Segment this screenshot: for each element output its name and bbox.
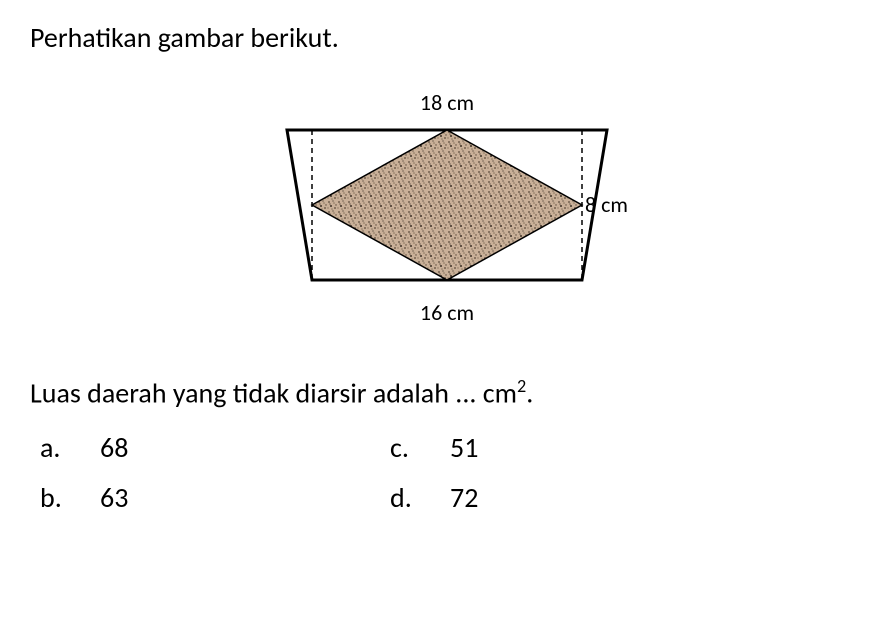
option-c-value: 51 bbox=[450, 430, 478, 465]
geometry-diagram: 18 cm 8 cm 16 cm bbox=[207, 70, 687, 360]
option-d-letter: d. bbox=[390, 480, 420, 515]
option-c-letter: c. bbox=[390, 430, 420, 465]
option-d: d. 72 bbox=[390, 480, 740, 515]
question-text: Luas daerah yang tidak diarsir adalah ..… bbox=[30, 375, 864, 410]
option-b-value: 63 bbox=[100, 480, 128, 515]
option-b: b. 63 bbox=[40, 480, 390, 515]
option-a-value: 68 bbox=[100, 430, 128, 465]
option-d-value: 72 bbox=[450, 480, 478, 515]
option-a-letter: a. bbox=[40, 430, 70, 465]
bottom-dimension-label: 16 cm bbox=[420, 299, 474, 326]
rhombus-shaded bbox=[312, 130, 582, 280]
figure-container: 18 cm 8 cm 16 cm bbox=[30, 70, 864, 360]
question-prefix: Luas daerah yang tidak diarsir adalah ..… bbox=[30, 375, 517, 410]
question-exponent: 2 bbox=[517, 375, 526, 397]
top-dimension-label: 18 cm bbox=[420, 89, 474, 116]
options-grid: a. 68 c. 51 b. 63 d. 72 bbox=[30, 430, 864, 515]
option-c: c. 51 bbox=[390, 430, 740, 465]
option-b-letter: b. bbox=[40, 480, 70, 515]
option-a: a. 68 bbox=[40, 430, 390, 465]
question-suffix: . bbox=[526, 375, 533, 410]
intro-text: Perhatikan gambar berikut. bbox=[30, 20, 864, 55]
right-dimension-label: 8 cm bbox=[585, 191, 628, 218]
